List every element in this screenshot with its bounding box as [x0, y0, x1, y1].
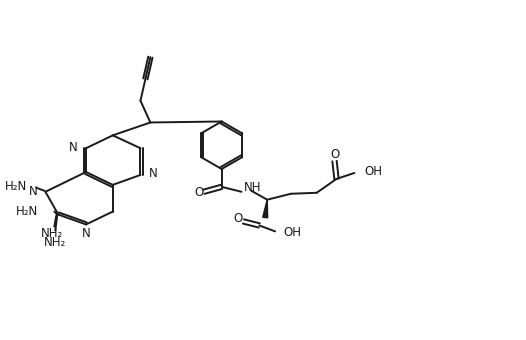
Text: OH: OH: [283, 226, 301, 239]
Text: N: N: [69, 141, 78, 154]
Text: NH: NH: [244, 181, 261, 194]
Text: H₂N: H₂N: [16, 205, 38, 218]
Polygon shape: [263, 200, 268, 218]
Text: OH: OH: [364, 166, 382, 178]
Text: NH₂: NH₂: [44, 236, 66, 249]
Text: O: O: [234, 212, 243, 225]
Text: N: N: [29, 185, 37, 198]
Text: O: O: [194, 186, 204, 199]
Text: O: O: [330, 148, 339, 161]
Text: N: N: [148, 168, 157, 181]
Text: NH₂: NH₂: [41, 227, 64, 240]
Text: H₂N: H₂N: [5, 180, 27, 193]
Text: N: N: [82, 227, 90, 240]
